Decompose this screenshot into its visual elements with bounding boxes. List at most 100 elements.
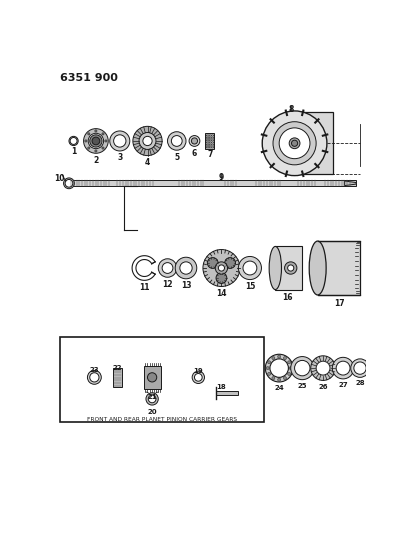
- Text: 25: 25: [297, 383, 307, 389]
- Circle shape: [216, 273, 227, 284]
- Text: 11: 11: [139, 284, 150, 293]
- Circle shape: [288, 361, 291, 364]
- Circle shape: [65, 180, 73, 187]
- Circle shape: [272, 357, 275, 360]
- Circle shape: [291, 140, 298, 147]
- Circle shape: [69, 136, 78, 146]
- Circle shape: [215, 262, 228, 274]
- Text: 4: 4: [145, 158, 150, 167]
- Text: 20: 20: [147, 409, 157, 415]
- Circle shape: [146, 393, 158, 405]
- Circle shape: [168, 132, 186, 150]
- Bar: [144, 366, 161, 389]
- Circle shape: [289, 367, 292, 370]
- Text: 18: 18: [217, 384, 226, 390]
- Bar: [216, 391, 237, 395]
- Circle shape: [270, 359, 288, 377]
- Circle shape: [354, 362, 366, 374]
- Circle shape: [351, 359, 369, 377]
- Bar: [67, 180, 356, 187]
- Circle shape: [88, 133, 104, 149]
- Circle shape: [284, 262, 297, 274]
- Circle shape: [284, 377, 286, 379]
- Ellipse shape: [309, 241, 326, 295]
- Text: 2: 2: [93, 156, 99, 165]
- Text: 16: 16: [282, 294, 293, 302]
- Circle shape: [95, 150, 97, 152]
- Circle shape: [203, 249, 240, 287]
- Text: 10: 10: [55, 174, 65, 183]
- Polygon shape: [345, 181, 356, 185]
- Text: FRONT AND REAR PLANET PINION CARRIER GEARS: FRONT AND REAR PLANET PINION CARRIER GEA…: [86, 417, 237, 422]
- Circle shape: [243, 261, 257, 275]
- Text: 26: 26: [318, 384, 328, 390]
- Circle shape: [207, 257, 218, 269]
- Text: 15: 15: [245, 282, 255, 291]
- Text: 1: 1: [71, 147, 76, 156]
- Circle shape: [105, 140, 107, 142]
- Circle shape: [195, 374, 202, 381]
- Circle shape: [332, 357, 354, 379]
- Circle shape: [225, 257, 235, 269]
- Text: 6351 900: 6351 900: [60, 73, 118, 83]
- Text: 5: 5: [174, 152, 180, 161]
- Circle shape: [277, 378, 281, 381]
- Circle shape: [273, 122, 316, 165]
- Circle shape: [189, 135, 200, 147]
- Text: 6: 6: [192, 149, 197, 158]
- Circle shape: [268, 361, 271, 364]
- Text: 27: 27: [338, 382, 348, 388]
- Circle shape: [148, 395, 156, 403]
- Circle shape: [238, 256, 262, 280]
- Circle shape: [95, 130, 97, 132]
- Circle shape: [295, 360, 310, 376]
- Circle shape: [133, 126, 162, 156]
- Bar: [205, 133, 215, 149]
- Text: 14: 14: [216, 289, 227, 298]
- Bar: [275, 246, 302, 289]
- Circle shape: [175, 257, 197, 279]
- Circle shape: [139, 133, 156, 149]
- Text: 24: 24: [274, 385, 284, 391]
- Circle shape: [90, 135, 102, 147]
- Circle shape: [272, 377, 275, 379]
- Circle shape: [113, 135, 126, 147]
- Circle shape: [192, 371, 204, 384]
- Circle shape: [218, 265, 224, 271]
- Circle shape: [148, 373, 157, 382]
- Circle shape: [288, 373, 291, 375]
- Circle shape: [268, 373, 271, 375]
- Circle shape: [266, 367, 269, 370]
- Bar: [318, 241, 360, 295]
- Circle shape: [92, 137, 100, 145]
- Text: 9: 9: [219, 173, 224, 182]
- Text: 13: 13: [181, 281, 191, 290]
- Circle shape: [64, 178, 74, 189]
- Text: 23: 23: [90, 367, 99, 373]
- Circle shape: [88, 147, 90, 149]
- Bar: [60, 337, 264, 422]
- Text: 7: 7: [207, 150, 213, 159]
- Circle shape: [289, 138, 300, 149]
- Circle shape: [336, 361, 350, 375]
- Circle shape: [265, 354, 293, 382]
- Text: 19: 19: [193, 368, 203, 374]
- Circle shape: [90, 373, 99, 382]
- Circle shape: [102, 133, 104, 135]
- Circle shape: [110, 131, 130, 151]
- Circle shape: [316, 361, 330, 375]
- Text: 12: 12: [162, 280, 173, 288]
- Circle shape: [85, 140, 87, 142]
- Circle shape: [158, 259, 177, 277]
- Circle shape: [191, 138, 197, 144]
- Bar: [113, 368, 122, 386]
- Text: 21: 21: [147, 394, 157, 400]
- Circle shape: [88, 133, 90, 135]
- Circle shape: [291, 357, 314, 379]
- Circle shape: [262, 111, 327, 175]
- Circle shape: [284, 357, 286, 360]
- Circle shape: [102, 147, 104, 149]
- Circle shape: [162, 263, 173, 273]
- Circle shape: [279, 128, 310, 159]
- Circle shape: [143, 136, 152, 146]
